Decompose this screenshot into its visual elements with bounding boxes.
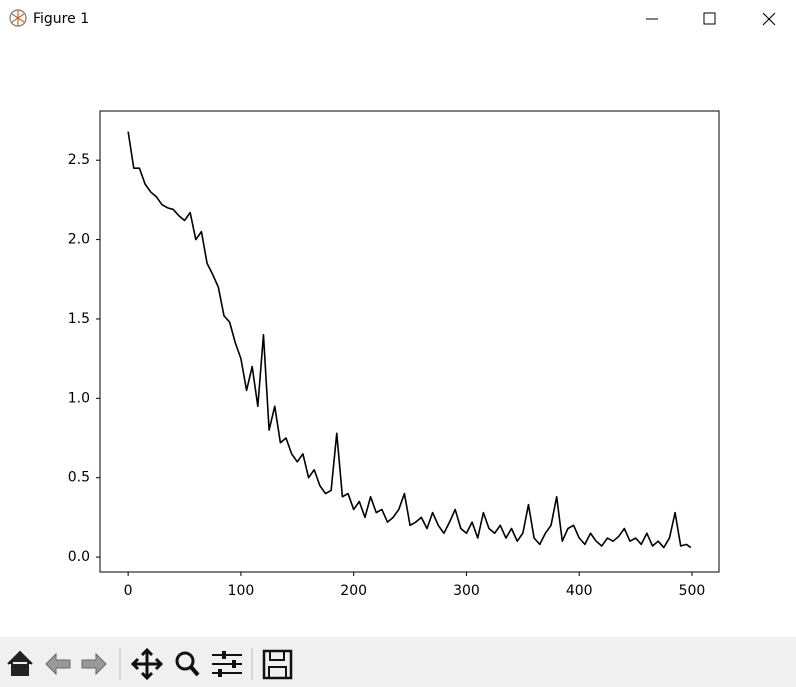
y-tick-label: 0.5 [68,470,90,486]
y-tick-label: 0.0 [68,549,90,565]
y-tick-label: 2.5 [68,152,90,168]
configure-button[interactable] [212,651,242,677]
maximize-button[interactable] [703,12,716,25]
zoom-button[interactable] [175,651,200,677]
plot-frame [99,110,720,573]
x-tick-label: 100 [228,583,255,599]
window-title: Figure 1 [33,11,89,27]
y-tick-label: 1.5 [68,311,90,327]
toolbar [0,637,796,687]
x-tick-label: 300 [453,583,480,599]
forward-button[interactable] [81,652,107,676]
home-button[interactable] [7,650,33,676]
pan-button[interactable] [130,647,164,681]
data-line [127,131,692,549]
close-button[interactable] [762,12,776,26]
x-tick-label: 400 [566,583,593,599]
y-tick-label: 2.0 [68,232,90,248]
save-button[interactable] [262,649,293,680]
x-tick-label: 500 [679,583,706,599]
y-tick-label: 1.0 [68,390,90,406]
app-icon [9,9,27,27]
x-tick-label: 200 [340,583,367,599]
x-tick-label: 0 [124,583,133,599]
back-button[interactable] [45,652,71,676]
plot: 0 100 200 300 400 500 0.0 0.5 1.0 1.5 2.0 2.5 [68,131,706,599]
